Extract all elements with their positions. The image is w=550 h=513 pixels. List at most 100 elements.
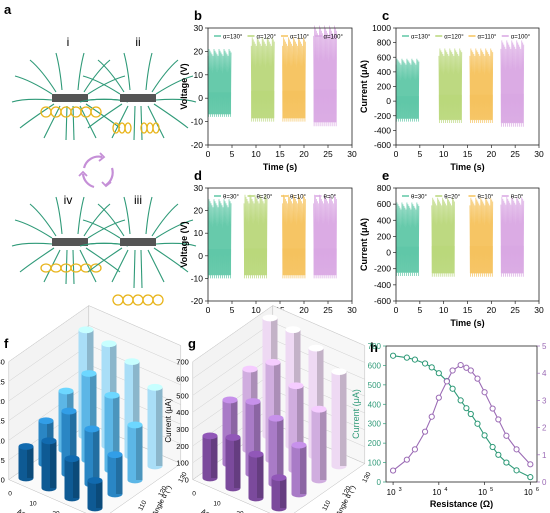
bar-top xyxy=(268,414,284,422)
data-point xyxy=(428,364,435,371)
series-line xyxy=(392,364,531,472)
y-tick-label: 600 xyxy=(377,52,391,62)
legend-label: α=100° xyxy=(511,34,531,40)
x-tick-label: 30 xyxy=(347,305,357,315)
schematic-ii: ii xyxy=(79,35,197,141)
y-tick-label: 500 xyxy=(368,381,382,390)
alpha-tick-label: 130 xyxy=(361,471,372,484)
legend-label: θ=0° xyxy=(324,194,337,200)
data-point xyxy=(435,370,442,377)
series-1 xyxy=(438,48,463,124)
bar-shadow xyxy=(93,428,100,484)
data-point xyxy=(527,474,534,481)
y-axis-label: Voltage (V) xyxy=(179,63,189,109)
coil-rings xyxy=(40,263,102,273)
grid-line xyxy=(192,305,365,362)
bar-top xyxy=(58,387,74,395)
bar-shadow xyxy=(277,418,284,484)
x-tick-label: 5 xyxy=(230,305,235,315)
y-tick-label: 0 xyxy=(386,248,391,258)
data-point xyxy=(449,385,456,392)
x-axis-label: Time (s) xyxy=(450,162,484,172)
z-tick-label: 200 xyxy=(176,442,189,451)
x-tick-exponent: 6 xyxy=(536,487,539,493)
data-point xyxy=(411,446,419,453)
x-tick-label: 10 xyxy=(478,488,487,497)
bar-shadow xyxy=(257,454,264,498)
series-line xyxy=(313,194,337,279)
x-tick-label: 30 xyxy=(534,149,544,159)
bar-top xyxy=(81,370,97,377)
data-point xyxy=(495,416,502,423)
data-point xyxy=(495,451,502,458)
bar-top xyxy=(308,344,324,352)
z-tick-label: 25 xyxy=(0,377,5,386)
magnet-bar xyxy=(52,238,88,246)
series-band xyxy=(431,245,455,274)
theta-tick-label: 20 xyxy=(236,510,244,513)
series-1 xyxy=(431,197,455,277)
subpanel-label-iii: iii xyxy=(134,193,142,207)
bar-top xyxy=(271,474,287,482)
schematic-i: i xyxy=(11,35,129,141)
x-tick-label: 5 xyxy=(417,305,422,315)
legend-label: θ=30° xyxy=(411,194,428,200)
chart-e: e 0 5 10 15 20 25 30 -600 -400 -200 0 200 400 600 800 Ti… xyxy=(359,168,544,328)
series-line xyxy=(313,25,337,127)
series-band xyxy=(251,90,275,119)
data-point xyxy=(467,367,474,374)
bar-top xyxy=(84,425,100,433)
panel-letter: g xyxy=(188,336,196,351)
x-tick-label: 15 xyxy=(275,149,285,159)
data-point xyxy=(513,467,520,474)
series-0 xyxy=(395,202,420,276)
series-3 xyxy=(500,40,525,127)
bar-shadow xyxy=(113,395,120,470)
y-tick-label: 20 xyxy=(194,46,204,56)
data-point xyxy=(489,443,496,451)
legend-label: α=110° xyxy=(290,34,310,40)
chart-b: b 0 5 10 15 20 25 30 -20 -10 0 10 20 30 Time (s) Voltag… xyxy=(179,8,357,172)
y-axis-label: Current (μA) xyxy=(359,218,369,271)
series-2 xyxy=(469,48,494,124)
grid-line xyxy=(8,305,181,362)
z-tick-label: 0 xyxy=(185,476,189,485)
alpha-tick-label: 110 xyxy=(321,499,332,512)
legend-label: α=110° xyxy=(478,34,498,40)
series-3 xyxy=(313,194,337,279)
y-tick-label: 10 xyxy=(194,70,204,80)
bars xyxy=(202,314,347,512)
series-band xyxy=(500,245,524,274)
data-point xyxy=(481,432,488,439)
series-line xyxy=(500,40,525,127)
z-tick-label: 15 xyxy=(0,417,5,426)
y-tick-label: -600 xyxy=(374,140,391,150)
series-line xyxy=(469,197,494,277)
legend-label: θ=20° xyxy=(257,194,274,200)
y2-tick-label: 3 xyxy=(542,396,547,405)
coil-rings xyxy=(112,294,164,306)
panel-f: f051015202530Voltage (V)0102030100110120… xyxy=(0,305,189,513)
bar xyxy=(147,383,163,470)
panel-letter: b xyxy=(194,8,202,23)
x-axis-label: Angle θ (°) xyxy=(16,508,50,513)
data-point xyxy=(403,354,410,361)
legend: α=130° α=120° α=110° α=100° xyxy=(402,34,531,40)
panel-a: a i ii xyxy=(4,2,197,306)
theta-tick-label: 20 xyxy=(52,510,60,513)
data-point xyxy=(527,461,534,468)
bar-top xyxy=(225,434,241,441)
bar-top xyxy=(265,358,281,366)
legend-label: α=130° xyxy=(223,34,243,40)
series-band xyxy=(208,249,232,276)
series-band xyxy=(469,94,493,120)
bar-top xyxy=(18,443,34,450)
series-band xyxy=(282,90,306,119)
bar-shadow xyxy=(274,362,281,460)
bar-top xyxy=(104,391,120,399)
data-point xyxy=(474,420,481,427)
legend-label: θ=30° xyxy=(223,194,240,200)
y-tick-label: -400 xyxy=(374,280,391,290)
